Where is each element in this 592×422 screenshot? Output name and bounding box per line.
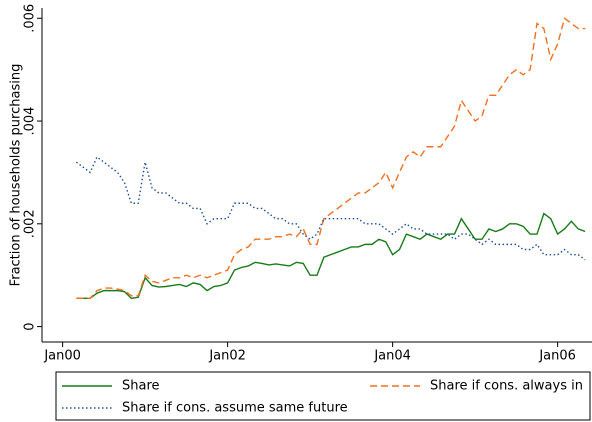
y-tick-label: 0 <box>23 322 38 330</box>
x-tick-label: Jan04 <box>373 349 411 364</box>
x-tick-label: Jan06 <box>538 349 576 364</box>
legend-box <box>55 371 591 421</box>
x-tick-label: Jan02 <box>208 349 246 364</box>
series-line <box>76 17 586 300</box>
legend-label: Share if cons. assume same future <box>122 401 348 416</box>
y-tick-label: .002 <box>23 209 38 238</box>
y-tick-label: .006 <box>23 4 38 33</box>
y-tick-label: .004 <box>23 107 38 136</box>
legend-label: Share <box>122 379 160 394</box>
legend-label: Share if cons. always in <box>430 379 583 394</box>
y-axis-title: Fraction of households purchasing <box>9 64 24 287</box>
x-tick-label: Jan00 <box>43 349 81 364</box>
series-line <box>76 212 586 300</box>
